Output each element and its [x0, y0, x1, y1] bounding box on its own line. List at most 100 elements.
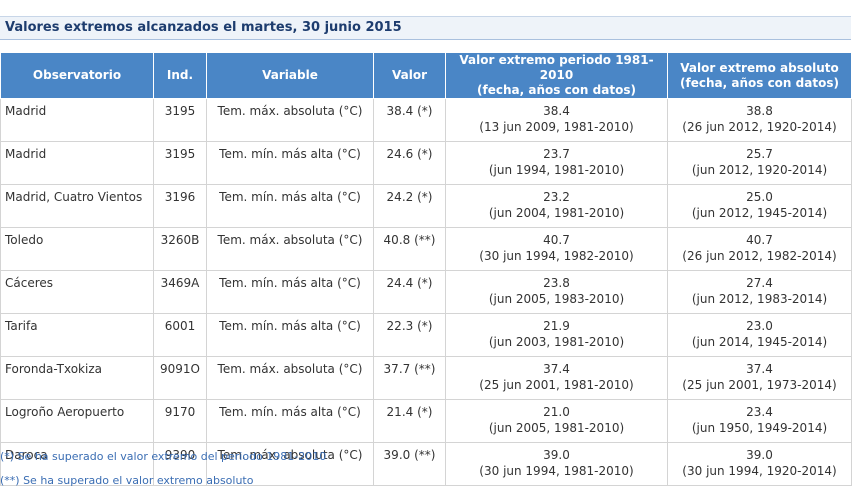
table-row: Madrid 3195 Tem. mín. más alta (°C) 24.6 (*… [0, 141, 852, 185]
cell-line: 39.0 [746, 448, 773, 462]
cell-text: Tem. mín. más alta (°C) [219, 190, 361, 204]
cell-line: (jun 2005, 1983-2010) [488, 292, 625, 306]
cell-line: 38.8 [746, 104, 773, 118]
cell-text: 9390 [164, 448, 196, 462]
table-cell: 3195 [153, 98, 207, 142]
cell-text: 9091O [160, 362, 200, 376]
cell-text: 3260B [160, 233, 200, 247]
data-table: Observatorio Ind. Variable Valor Valor extre… [0, 52, 852, 486]
table-cell: 23.4 (jun 1950, 1949-2014) [667, 399, 852, 443]
table-cell: Tem. máx. absoluta (°C) [206, 356, 374, 400]
table-cell: Cáceres [0, 270, 154, 314]
table-cell: 37.4 (25 jun 2001, 1981-2010) [445, 356, 668, 400]
column-header-line: Valor extremo periodo 1981-2010 [459, 53, 654, 82]
table-cell: 23.0 (jun 2014, 1945-2014) [667, 313, 852, 357]
table-row: Madrid 3195 Tem. máx. absoluta (°C) 38.4 (*… [0, 98, 852, 142]
table-cell: Tem. mín. más alta (°C) [206, 141, 374, 185]
table-cell: 9390 [153, 442, 207, 486]
cell-text: 37.7 (**) [383, 362, 436, 376]
cell-line: 21.0 [543, 405, 570, 419]
table-cell: 27.4 (jun 2012, 1983-2014) [667, 270, 852, 314]
column-header-line: Valor extremo absoluto [680, 60, 839, 75]
cell-text: 38.4 (*) [386, 104, 433, 118]
table-cell: 24.4 (*) [373, 270, 446, 314]
cell-text: Madrid [5, 147, 47, 161]
table-cell: 23.8 (jun 2005, 1983-2010) [445, 270, 668, 314]
table-cell: Madrid, Cuatro Vientos [0, 184, 154, 228]
cell-text: 24.2 (*) [386, 190, 433, 204]
cell-text: Cáceres [5, 276, 54, 290]
table-cell: 3195 [153, 141, 207, 185]
cell-text: Madrid [5, 104, 47, 118]
table-body: Madrid 3195 Tem. máx. absoluta (°C) 38.4 (*… [0, 98, 852, 486]
cell-text: Tem. mín. más alta (°C) [219, 405, 361, 419]
cell-line: 38.4 [543, 104, 570, 118]
cell-line: (jun 1950, 1949-2014) [691, 421, 828, 435]
cell-text: Tem. máx. absoluta (°C) [217, 104, 363, 118]
column-header: Variable [206, 52, 374, 99]
table-cell: 40.7 (30 jun 1994, 1982-2010) [445, 227, 668, 271]
table-cell: Madrid [0, 98, 154, 142]
table-row: Daroca 9390 Tem. máx. absoluta (°C) 39.0 (*… [0, 442, 852, 486]
table-cell: Logroño Aeropuerto [0, 399, 154, 443]
table-cell: Tem. máx. absoluta (°C) [206, 98, 374, 142]
column-header: Valor extremo absoluto (fecha, años con d… [667, 52, 852, 99]
table-cell: Tem. mín. más alta (°C) [206, 313, 374, 357]
cell-text: Tem. máx. absoluta (°C) [217, 233, 363, 247]
cell-line: (30 jun 1994, 1981-2010) [479, 464, 634, 478]
cell-line: (30 jun 1994, 1920-2014) [682, 464, 837, 478]
cell-line: 39.0 [543, 448, 570, 462]
column-header: Ind. [153, 52, 207, 99]
table-cell: 25.0 (jun 2012, 1945-2014) [667, 184, 852, 228]
cell-text: 9170 [164, 405, 196, 419]
table-cell: 40.8 (**) [373, 227, 446, 271]
table-cell: 3260B [153, 227, 207, 271]
table-cell: 37.4 (25 jun 2001, 1973-2014) [667, 356, 852, 400]
table-row: Logroño Aeropuerto 9170 Tem. mín. más alta… [0, 399, 852, 443]
cell-line: 23.0 [746, 319, 773, 333]
table-cell: Tem. mín. más alta (°C) [206, 399, 374, 443]
cell-line: 25.0 [746, 190, 773, 204]
cell-text: 3196 [164, 190, 196, 204]
table-cell: 38.8 (26 jun 2012, 1920-2014) [667, 98, 852, 142]
table-cell: Tarifa [0, 313, 154, 357]
cell-line: (jun 2012, 1945-2014) [691, 206, 828, 220]
cell-line: 23.7 [543, 147, 570, 161]
cell-line: 27.4 [746, 276, 773, 290]
cell-text: Tem. mín. más alta (°C) [219, 319, 361, 333]
table-row: Madrid, Cuatro Vientos 3196 Tem. mín. más … [0, 184, 852, 228]
cell-line: (jun 2004, 1981-2010) [488, 206, 625, 220]
cell-line: 23.4 [746, 405, 773, 419]
cell-line: (jun 2012, 1983-2014) [691, 292, 828, 306]
cell-text: 3469A [160, 276, 200, 290]
cell-line: (25 jun 2001, 1981-2010) [479, 378, 634, 392]
cell-text: Daroca [5, 448, 48, 462]
table-cell: 38.4 (*) [373, 98, 446, 142]
cell-line: (25 jun 2001, 1973-2014) [682, 378, 837, 392]
table-cell: 23.2 (jun 2004, 1981-2010) [445, 184, 668, 228]
table-row: Foronda-Txokiza 9091O Tem. máx. absoluta (… [0, 356, 852, 400]
cell-text: Tem. máx. absoluta (°C) [217, 362, 363, 376]
cell-text: 24.4 (*) [386, 276, 433, 290]
column-header: Valor [373, 52, 446, 99]
table-cell: 24.6 (*) [373, 141, 446, 185]
table-cell: 9170 [153, 399, 207, 443]
table-cell: 25.7 (jun 2012, 1920-2014) [667, 141, 852, 185]
table-cell: 21.4 (*) [373, 399, 446, 443]
footnote: (*) Se ha superado el valor extremo del … [0, 450, 327, 463]
page-title: Valores extremos alcanzados el martes, 3… [0, 16, 851, 40]
cell-line: (jun 1994, 1981-2010) [488, 163, 625, 177]
table-cell: 23.7 (jun 1994, 1981-2010) [445, 141, 668, 185]
cell-text: Madrid, Cuatro Vientos [5, 190, 143, 204]
table-cell: Tem. máx. absoluta (°C) [206, 227, 374, 271]
table-row: Toledo 3260B Tem. máx. absoluta (°C) 40.8 (… [0, 227, 852, 271]
table-cell: Madrid [0, 141, 154, 185]
cell-text: 24.6 (*) [386, 147, 433, 161]
cell-text: Logroño Aeropuerto [5, 405, 125, 419]
cell-line: (jun 2012, 1920-2014) [691, 163, 828, 177]
cell-text: 21.4 (*) [386, 405, 433, 419]
table-cell: Foronda-Txokiza [0, 356, 154, 400]
table-cell: 39.0 (30 jun 1994, 1920-2014) [667, 442, 852, 486]
table-cell: Daroca [0, 442, 154, 486]
table-cell: 38.4 (13 jun 2009, 1981-2010) [445, 98, 668, 142]
